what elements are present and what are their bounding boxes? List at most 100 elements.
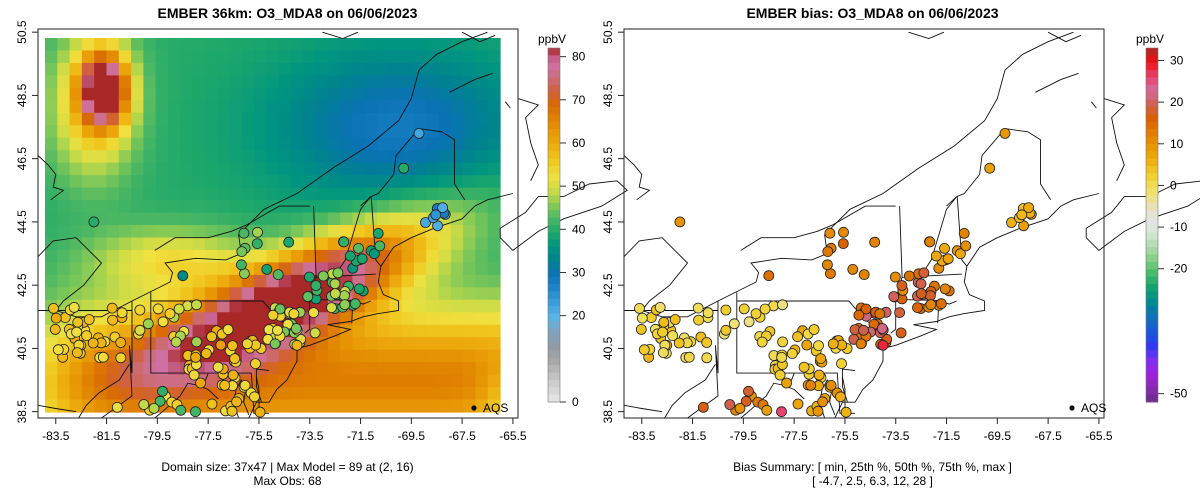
bias-colorbar-segment bbox=[1146, 62, 1158, 71]
station-marker bbox=[635, 323, 647, 335]
grid-cell bbox=[327, 100, 341, 114]
grid-cell bbox=[278, 349, 292, 363]
grid-cell bbox=[217, 75, 231, 89]
grid-cell bbox=[315, 200, 329, 214]
grid-cell bbox=[327, 175, 341, 189]
model-colorbar-segment bbox=[548, 121, 560, 130]
grid-cell bbox=[475, 399, 489, 413]
grid-cell bbox=[364, 38, 378, 52]
bias-colorbar-segment bbox=[1146, 320, 1158, 329]
grid-cell bbox=[94, 187, 108, 201]
boundary-line bbox=[1103, 98, 1126, 181]
grid-cell bbox=[229, 75, 243, 89]
grid-cell bbox=[106, 274, 120, 288]
grid-cell bbox=[364, 125, 378, 139]
station-marker bbox=[915, 288, 927, 300]
grid-cell bbox=[204, 100, 218, 114]
grid-cell bbox=[180, 187, 194, 201]
grid-cell bbox=[155, 100, 169, 114]
grid-cell bbox=[303, 162, 317, 176]
grid-cell bbox=[155, 150, 169, 164]
station-marker bbox=[724, 399, 736, 410]
grid-cell bbox=[315, 312, 329, 326]
grid-cell bbox=[450, 62, 464, 76]
grid-cell bbox=[426, 287, 440, 301]
bias-colorbar-segment bbox=[1146, 180, 1158, 189]
grid-cell bbox=[167, 287, 181, 301]
grid-cell bbox=[290, 125, 304, 139]
grid-cell bbox=[352, 362, 366, 376]
grid-cell bbox=[401, 387, 415, 401]
grid-cell bbox=[81, 200, 95, 214]
grid-cell bbox=[463, 100, 477, 114]
grid-cell bbox=[327, 212, 341, 226]
grid-cell bbox=[352, 187, 366, 201]
y-tick-label: 42.5 bbox=[15, 273, 29, 297]
grid-cell bbox=[340, 162, 354, 176]
grid-cell bbox=[340, 100, 354, 114]
grid-cell bbox=[352, 212, 366, 226]
grid-cell bbox=[118, 274, 132, 288]
grid-cell bbox=[438, 287, 452, 301]
grid-cell bbox=[266, 38, 280, 52]
grid-cell bbox=[118, 225, 132, 239]
station-marker bbox=[374, 240, 386, 252]
grid-cell bbox=[167, 225, 181, 239]
station-marker bbox=[808, 324, 820, 335]
grid-cell bbox=[315, 125, 329, 139]
grid-cell bbox=[131, 150, 144, 164]
grid-cell bbox=[487, 299, 501, 313]
grid-cell bbox=[290, 75, 304, 89]
grid-cell bbox=[426, 62, 440, 76]
grid-cell bbox=[438, 75, 452, 89]
station-marker bbox=[274, 303, 286, 315]
grid-cell bbox=[450, 100, 464, 114]
grid-cell bbox=[45, 50, 58, 64]
grid-cell bbox=[204, 112, 218, 126]
grid-cell bbox=[389, 125, 403, 139]
station-marker bbox=[756, 336, 768, 348]
grid-cell bbox=[303, 112, 317, 126]
grid-cell bbox=[450, 112, 464, 126]
grid-cell bbox=[45, 362, 58, 376]
grid-cell bbox=[57, 274, 71, 288]
station-marker bbox=[142, 318, 154, 330]
station-marker bbox=[227, 369, 239, 381]
grid-cell bbox=[463, 137, 477, 151]
grid-cell bbox=[45, 187, 58, 201]
bias-colorbar-segment bbox=[1146, 254, 1158, 263]
station-marker bbox=[317, 270, 329, 282]
grid-cell bbox=[254, 249, 267, 263]
grid-cell bbox=[241, 287, 255, 301]
station-marker bbox=[1016, 209, 1028, 221]
grid-cell bbox=[45, 100, 58, 114]
grid-cell bbox=[167, 50, 181, 64]
grid-cell bbox=[327, 249, 341, 263]
grid-cell bbox=[180, 287, 194, 301]
grid-cell bbox=[377, 175, 390, 189]
grid-cell bbox=[377, 374, 390, 388]
grid-cell bbox=[217, 249, 231, 263]
grid-cell bbox=[377, 125, 390, 139]
grid-cell bbox=[131, 249, 144, 263]
boundary-line bbox=[37, 404, 77, 413]
bias-colorbar-segment bbox=[1146, 195, 1158, 204]
model-colorbar-segment bbox=[548, 239, 560, 248]
grid-cell bbox=[94, 100, 108, 114]
grid-cell bbox=[327, 87, 341, 101]
grid-cell bbox=[118, 262, 132, 276]
grid-cell bbox=[364, 112, 378, 126]
grid-cell bbox=[106, 125, 120, 139]
grid-cell bbox=[278, 362, 292, 376]
station-marker bbox=[817, 396, 828, 408]
station-marker bbox=[853, 309, 865, 321]
grid-cell bbox=[204, 387, 218, 401]
grid-cell bbox=[364, 349, 378, 363]
grid-cell bbox=[438, 175, 452, 189]
grid-cell bbox=[463, 200, 477, 214]
bias-colorbar-segment bbox=[1146, 247, 1158, 256]
grid-cell bbox=[192, 137, 206, 151]
grid-cell bbox=[315, 100, 329, 114]
x-tick-label: -75.5 bbox=[831, 429, 859, 443]
grid-cell bbox=[438, 38, 452, 52]
